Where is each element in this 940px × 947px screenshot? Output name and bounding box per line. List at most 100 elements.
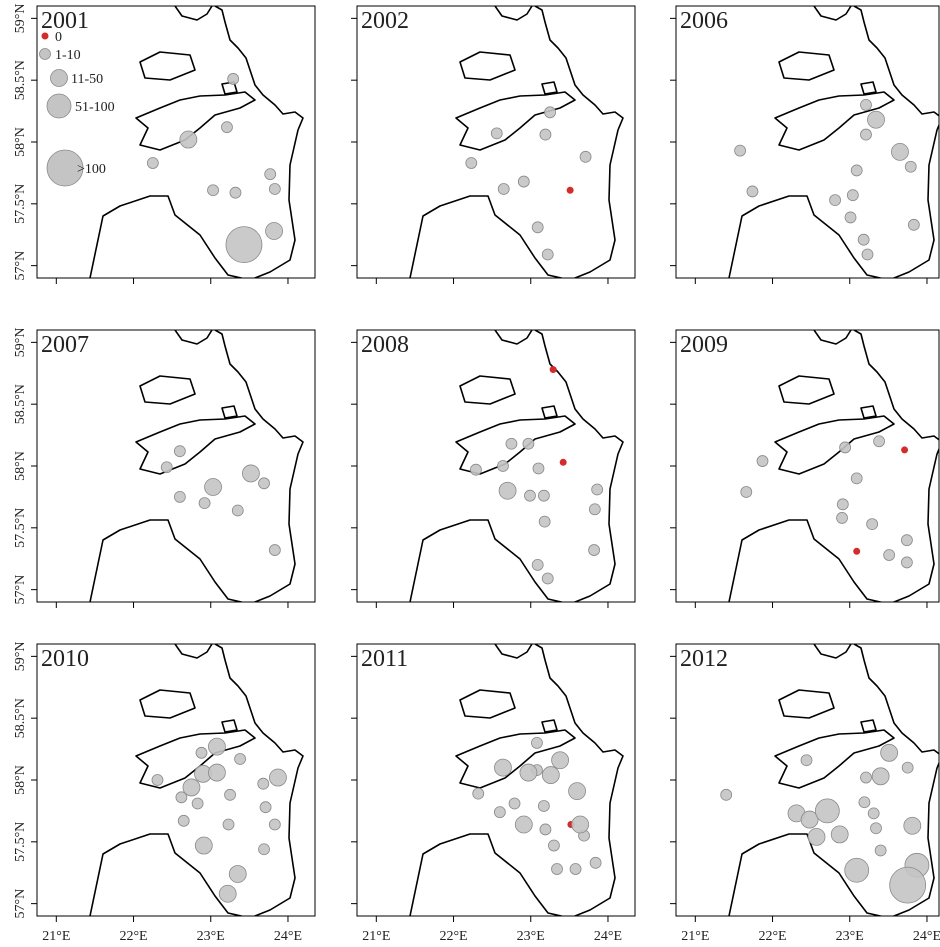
station — [814, 798, 840, 824]
legend-label: 0 — [55, 30, 62, 45]
x-tick-label: 24°E — [594, 929, 622, 944]
station — [264, 168, 277, 181]
station — [548, 839, 560, 852]
panel-frame — [36, 329, 316, 603]
station — [228, 865, 247, 883]
y-tick-label: 58.5°N — [13, 60, 28, 100]
panel-frame — [675, 329, 940, 603]
station — [853, 547, 861, 555]
legend-label: >100 — [77, 162, 106, 177]
coastline — [89, 330, 304, 602]
panel-title: 2001 — [41, 8, 89, 34]
x-tick-label: 21°E — [681, 929, 709, 944]
station — [544, 106, 556, 119]
station — [569, 863, 582, 875]
station — [866, 518, 879, 531]
station — [829, 194, 841, 207]
station — [874, 844, 887, 857]
station — [867, 807, 880, 820]
station — [850, 164, 863, 177]
panel — [728, 6, 939, 278]
station — [900, 556, 913, 569]
station — [836, 498, 849, 511]
station — [568, 782, 586, 801]
legend-symbol — [46, 149, 84, 187]
station — [549, 366, 557, 374]
panel-frame — [675, 5, 940, 279]
panel — [728, 330, 939, 602]
station — [472, 787, 485, 800]
station — [800, 810, 819, 829]
station — [800, 754, 813, 767]
station — [531, 221, 544, 234]
panel — [89, 330, 304, 602]
station — [497, 183, 510, 195]
station — [146, 157, 159, 169]
station — [519, 763, 538, 782]
panel-title: 2002 — [361, 8, 409, 34]
station — [231, 504, 244, 517]
station — [746, 185, 759, 198]
station — [559, 458, 567, 466]
y-tick-label: 58°N — [13, 451, 28, 481]
station — [258, 843, 270, 856]
station — [857, 233, 870, 246]
station — [531, 737, 543, 749]
station — [497, 460, 509, 472]
station — [901, 446, 909, 454]
station — [870, 822, 882, 835]
station — [903, 816, 922, 835]
station — [268, 818, 281, 831]
coastline — [409, 330, 624, 602]
station — [858, 796, 871, 809]
panel-title: 2008 — [361, 332, 409, 358]
station — [179, 130, 198, 149]
legend-label: 1-10 — [55, 48, 81, 63]
x-tick-label: 23°E — [197, 929, 225, 944]
station — [204, 478, 222, 496]
station — [740, 486, 753, 498]
station — [850, 472, 863, 485]
station — [160, 461, 173, 474]
legend-label: 51-100 — [75, 100, 115, 115]
station — [177, 814, 190, 827]
x-tick-label: 24°E — [913, 929, 940, 944]
station — [173, 445, 186, 458]
station — [836, 512, 848, 524]
station — [221, 121, 233, 134]
y-tick-label: 57°N — [13, 889, 28, 919]
y-tick-label: 57.5°N — [13, 508, 28, 548]
station — [873, 435, 885, 448]
station — [508, 797, 521, 810]
station — [860, 771, 872, 784]
y-tick-label: 58°N — [13, 127, 28, 157]
station — [839, 441, 852, 454]
station — [470, 463, 482, 476]
panel — [89, 644, 304, 916]
legend-label: 11-50 — [71, 72, 103, 87]
station — [222, 818, 235, 831]
panel-frame — [356, 5, 636, 279]
y-tick-label: 58.5°N — [13, 384, 28, 424]
panel-title: 2010 — [41, 646, 89, 672]
station — [589, 856, 602, 869]
station — [537, 489, 550, 502]
panel-frame — [356, 329, 636, 603]
legend-symbol — [46, 93, 72, 119]
x-tick-label: 22°E — [439, 929, 467, 944]
station — [907, 218, 920, 231]
station — [846, 189, 859, 202]
x-tick-label: 24°E — [274, 929, 302, 944]
station — [151, 774, 164, 786]
panel — [409, 330, 624, 602]
station — [871, 767, 890, 786]
station — [531, 559, 544, 571]
station — [734, 144, 746, 157]
station — [218, 884, 237, 903]
x-tick-label: 23°E — [836, 929, 864, 944]
station — [234, 753, 246, 765]
station — [182, 778, 201, 797]
panel-title: 2007 — [41, 332, 89, 358]
panel-title: 2006 — [680, 8, 728, 34]
